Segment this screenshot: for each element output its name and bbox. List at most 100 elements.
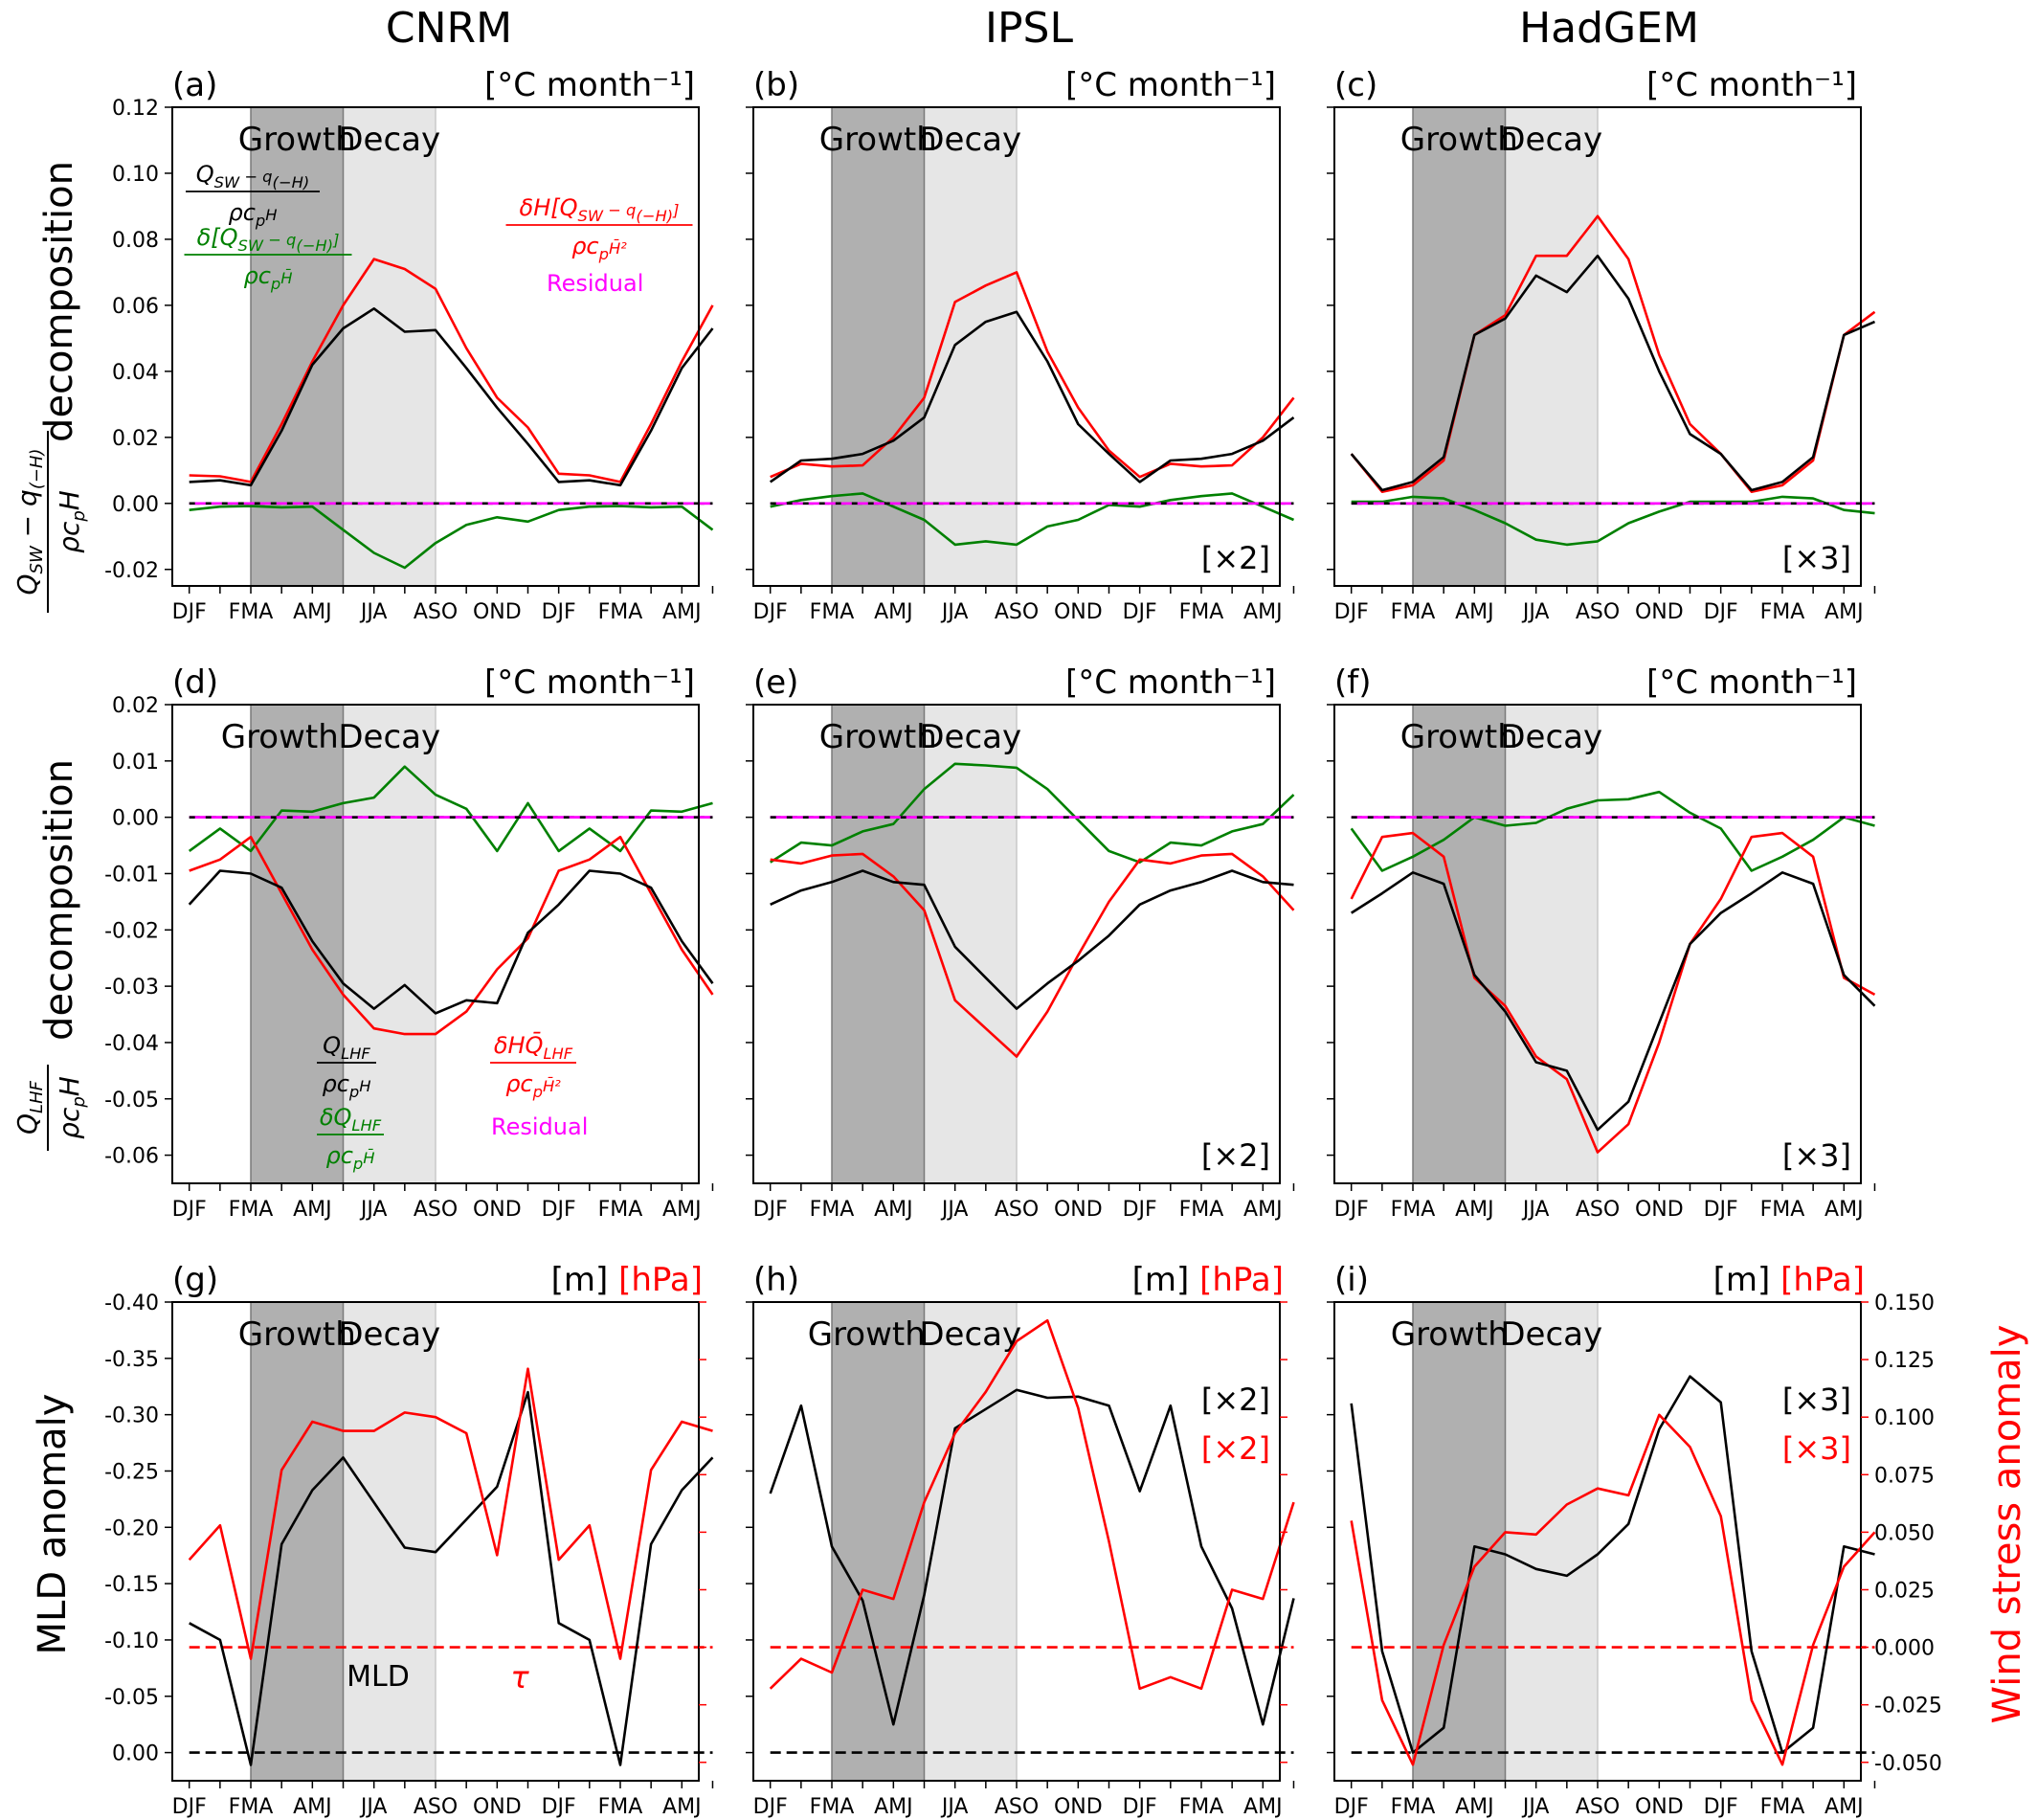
y-right-tick-label-i: -0.025 <box>1874 1695 1942 1719</box>
y-right-tick-label-i: -0.050 <box>1874 1752 1942 1776</box>
svg-text:QLHF: QLHF <box>323 1032 370 1063</box>
x-tick-label-i: FMA <box>1391 1795 1436 1819</box>
panel-label-a: (a) <box>172 66 217 104</box>
x-tick-label-h: ASO <box>995 1795 1039 1819</box>
column-title-ipsl: IPSL <box>985 4 1073 53</box>
x-tick-label-g: FMA <box>229 1795 274 1819</box>
y-tick-label-d: -0.02 <box>104 919 159 943</box>
x-tick-label-f: DJF <box>1334 1198 1369 1222</box>
x-tick-label-e: JJA <box>940 1198 969 1222</box>
decay-shading-g <box>343 1302 436 1781</box>
x-tick-label-b: ASO <box>995 600 1039 624</box>
x-tick-label-d: FMA <box>229 1198 274 1222</box>
series-red-a <box>189 258 714 483</box>
series-black-c <box>1350 254 1876 492</box>
x-tick-label-e: AMJ <box>874 1198 913 1222</box>
row2-ylabel-text: decomposition <box>37 759 81 1041</box>
series-red-g <box>188 1367 713 1660</box>
row3-right-ylabel: Wind stress anomaly <box>1985 1325 2029 1724</box>
x-tick-label-b: FMA <box>1179 600 1224 624</box>
y-tick-label-g: 0.00 <box>112 1742 159 1766</box>
series-green-e <box>769 762 1295 865</box>
x-tick-label-g: DJF <box>542 1795 576 1819</box>
svg-text:δH[QSW − q(−H)]: δH[QSW − q(−H)] <box>520 194 680 225</box>
x-tick-label-e: FMA <box>810 1198 855 1222</box>
svg-text:QLHF: QLHF <box>11 1080 47 1135</box>
x-tick-label-g: AMJ <box>293 1795 332 1819</box>
units-label-i: [m] [hPa] <box>1713 1261 1865 1299</box>
y-tick-label-g: -0.20 <box>104 1517 159 1540</box>
column-title-cnrm: CNRM <box>386 4 512 53</box>
x-tick-label-f: OND <box>1635 1198 1684 1222</box>
legend-a-magenta: Residual <box>547 270 643 297</box>
growth-label-f: Growth <box>1400 718 1518 756</box>
x-tick-label-c: OND <box>1635 600 1684 624</box>
legend-d-red: δHQ̄LHF ρcpH̄² <box>490 1031 576 1101</box>
growth-shading-c <box>1413 107 1506 586</box>
svg-text:QSW − q(−H): QSW − q(−H) <box>196 161 309 191</box>
growth-label-b: Growth <box>819 121 937 159</box>
growth-shading-h <box>832 1302 925 1781</box>
y-tick-label-a: 0.10 <box>112 163 159 187</box>
panel-label-c: (c) <box>1334 66 1377 104</box>
x-tick-label-g: ASO <box>414 1795 458 1819</box>
x-tick-label-b: AMJ <box>1243 600 1283 624</box>
y-tick-label-g: -0.15 <box>104 1573 159 1597</box>
x-tick-label-f: FMA <box>1391 1198 1436 1222</box>
growth-shading-g <box>251 1302 344 1781</box>
multiplier-black-i: [×3] <box>1782 1382 1851 1418</box>
svg-text:ρcpH̄: ρcpH̄ <box>325 1142 374 1173</box>
decay-shading-a <box>343 107 436 586</box>
growth-label-a: Growth <box>238 121 356 159</box>
series-red-f <box>1350 831 1876 1154</box>
svg-text:δHQ̄LHF: δHQ̄LHF <box>494 1031 573 1063</box>
decay-label-g: Decay <box>338 1315 440 1354</box>
row2-ylabel-formula: QLHF ρcpH <box>11 1065 89 1151</box>
y-tick-label-a: 0.00 <box>112 493 159 517</box>
decay-label-a: Decay <box>338 121 440 159</box>
x-tick-label-d: JJA <box>359 1198 388 1222</box>
decay-shading-f <box>1505 705 1598 1183</box>
x-tick-label-h: FMA <box>1179 1795 1224 1819</box>
decay-label-d: Decay <box>338 718 440 756</box>
x-tick-label-h: DJF <box>753 1795 788 1819</box>
panel-label-h: (h) <box>753 1261 799 1299</box>
series-green-c <box>1351 495 1875 547</box>
x-tick-label-a: FMA <box>598 600 643 624</box>
x-tick-label-i: DJF <box>1704 1795 1738 1819</box>
x-tick-label-e: FMA <box>1179 1198 1224 1222</box>
multiplier-black-h: [×2] <box>1201 1382 1270 1418</box>
units-label-d: [°C month⁻¹] <box>484 663 695 702</box>
decay-shading-h <box>924 1302 1017 1781</box>
y-tick-label-g: -0.05 <box>104 1686 159 1710</box>
y-tick-label-d: -0.03 <box>104 976 159 1000</box>
x-tick-label-h: DJF <box>1123 1795 1157 1819</box>
units-label-h: [m] [hPa] <box>1132 1261 1284 1299</box>
x-tick-label-h: AMJ <box>1243 1795 1283 1819</box>
decay-label-e: Decay <box>919 718 1021 756</box>
y-tick-label-g: -0.30 <box>104 1404 159 1428</box>
x-tick-label-c: AMJ <box>1824 600 1864 624</box>
series-red-b <box>770 271 1295 479</box>
x-tick-label-d: ASO <box>414 1198 458 1222</box>
x-tick-label-d: OND <box>473 1198 522 1222</box>
multiplier-f: [×3] <box>1782 1137 1851 1174</box>
x-tick-label-a: DJF <box>172 600 207 624</box>
x-tick-label-f: AMJ <box>1455 1198 1494 1222</box>
y-tick-label-d: 0.02 <box>112 694 159 718</box>
x-tick-label-i: JJA <box>1521 1795 1550 1819</box>
column-title-hadgem: HadGEM <box>1519 4 1699 53</box>
y-tick-label-d: -0.01 <box>104 863 159 887</box>
x-tick-label-c: FMA <box>1391 600 1436 624</box>
growth-shading-d <box>251 705 344 1183</box>
decay-label-h: Decay <box>919 1315 1021 1354</box>
growth-label-e: Growth <box>819 718 937 756</box>
x-tick-label-d: AMJ <box>293 1198 332 1222</box>
units-label-b: [°C month⁻¹] <box>1065 66 1276 104</box>
panel-label-b: (b) <box>753 66 799 104</box>
panel-label-d: (d) <box>172 663 218 702</box>
